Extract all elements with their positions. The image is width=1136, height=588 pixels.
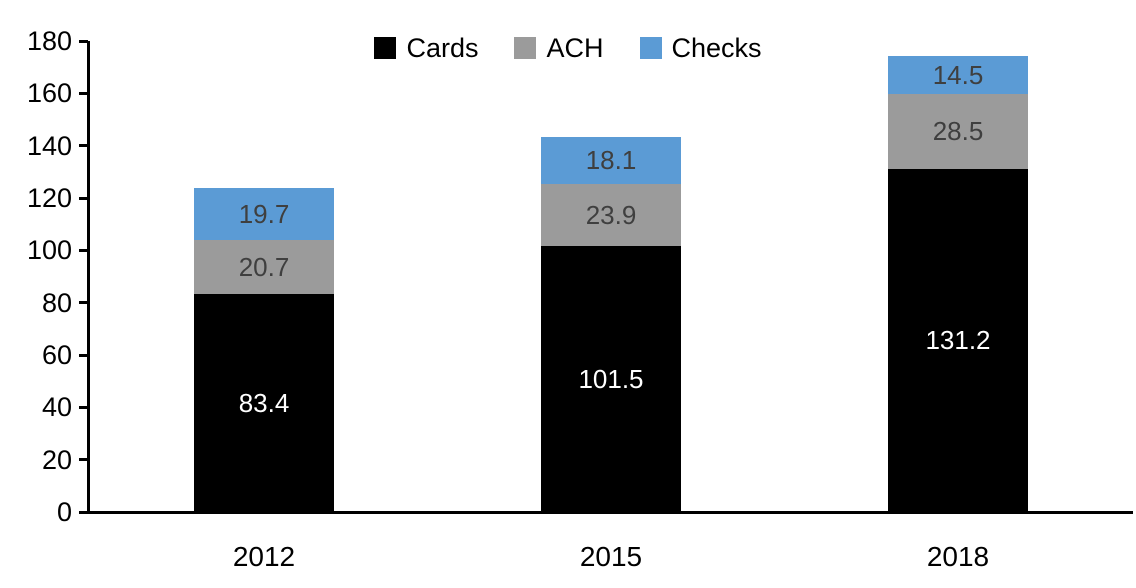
legend-item-checks: Checks	[639, 32, 762, 63]
legend-label: ACH	[546, 32, 604, 63]
bar-segment-checks-2015: 18.1	[541, 136, 681, 184]
y-tick	[79, 248, 88, 252]
legend-item-cards: Cards	[374, 32, 479, 63]
legend-label: Cards	[406, 32, 479, 63]
y-tick-label: 60	[41, 340, 72, 370]
y-tick-label: 40	[41, 392, 72, 423]
y-tick	[79, 510, 88, 514]
y-tick	[79, 196, 88, 200]
bar-value-label: 83.4	[238, 387, 290, 418]
y-tick	[79, 144, 88, 148]
x-axis-line	[79, 511, 1133, 514]
y-tick	[79, 91, 88, 95]
bar-segment-cards-2018: 131.2	[888, 168, 1028, 512]
bar-value-label: 28.5	[932, 116, 984, 147]
y-tick-label: 160	[26, 78, 72, 109]
bar-value-label: 19.7	[238, 198, 290, 229]
legend-swatch-checks	[639, 37, 662, 59]
bar-segment-cards-2012: 83.4	[194, 293, 334, 512]
legend-label: Checks	[671, 32, 762, 63]
bar-segment-ach-2015: 23.9	[541, 183, 681, 247]
bar-segment-checks-2018: 14.5	[888, 56, 1028, 95]
y-tick	[79, 39, 88, 43]
bar-value-label: 101.5	[578, 364, 644, 395]
y-tick	[79, 405, 88, 409]
bar-value-label: 23.9	[585, 200, 637, 231]
chart-legend: Cards ACH Checks	[0, 30, 1136, 66]
y-tick	[79, 458, 88, 462]
y-axis-line	[87, 41, 90, 514]
bar-value-label: 20.7	[238, 251, 290, 282]
y-tick	[79, 353, 88, 357]
x-category-label: 2018	[926, 541, 990, 572]
y-tick-label: 0	[56, 497, 72, 527]
bar-segment-ach-2012: 20.7	[194, 239, 334, 294]
bar-segment-ach-2018: 28.5	[888, 94, 1028, 169]
y-tick	[79, 301, 88, 305]
legend-swatch-cards	[374, 37, 397, 59]
y-tick-label: 120	[26, 183, 72, 213]
bar-value-label: 18.1	[585, 145, 637, 176]
legend-swatch-ach	[514, 37, 537, 59]
bar-value-label: 14.5	[932, 60, 984, 91]
legend-item-ach: ACH	[514, 32, 604, 63]
x-category-label: 2012	[232, 541, 296, 572]
x-category-label: 2015	[579, 541, 643, 572]
y-tick-label: 180	[26, 26, 72, 56]
bar-segment-cards-2015: 101.5	[541, 246, 681, 512]
bar-segment-checks-2012: 19.7	[194, 188, 334, 240]
y-tick-label: 100	[26, 235, 72, 266]
y-tick-label: 20	[41, 444, 72, 475]
bar-value-label: 131.2	[925, 325, 991, 356]
y-tick-label: 140	[26, 130, 72, 161]
y-tick-label: 80	[41, 287, 72, 318]
